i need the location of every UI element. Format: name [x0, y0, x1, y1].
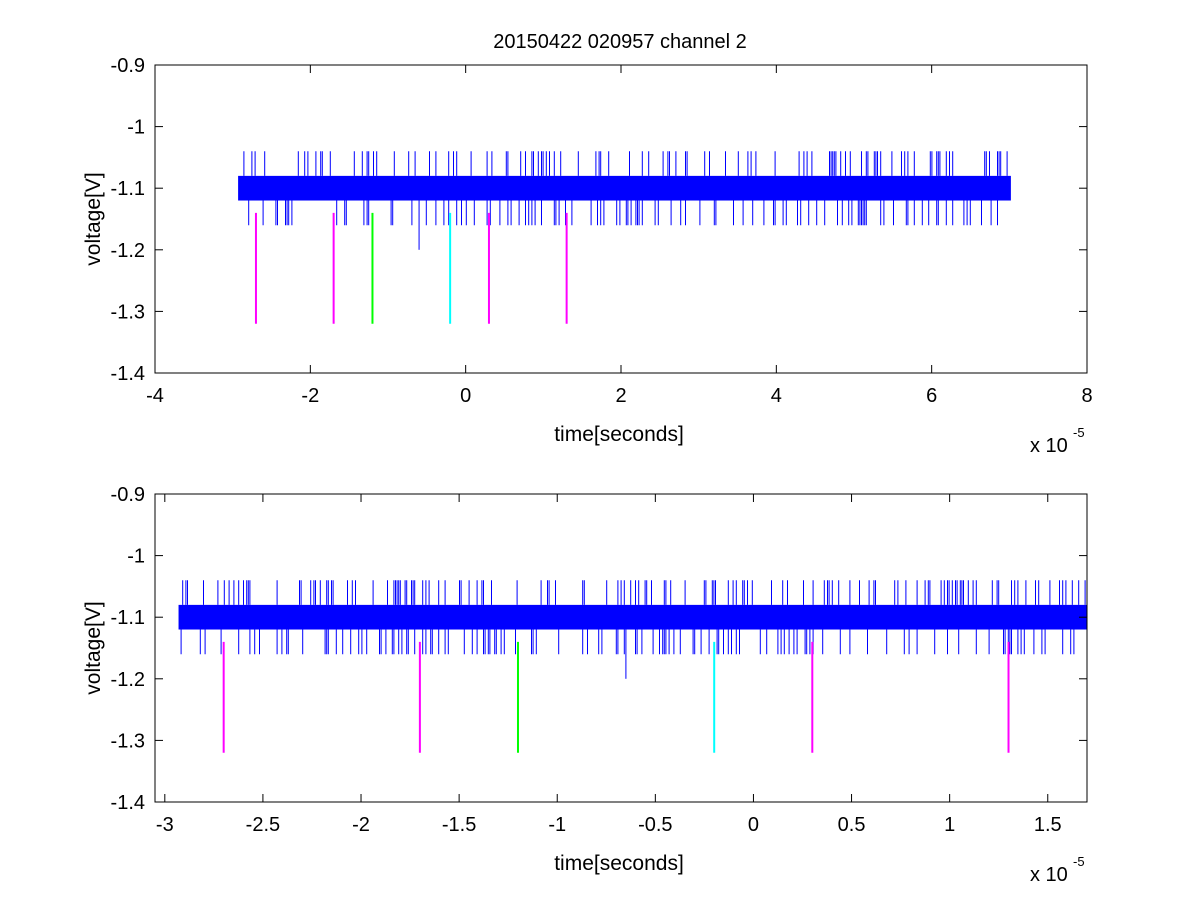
- y-tick-label: -1.4: [111, 363, 145, 385]
- y-tick-label: -1.3: [111, 730, 145, 752]
- x-tick-label: -2.5: [246, 814, 280, 836]
- x-multiplier-exponent: -5: [1073, 425, 1085, 440]
- bottom-axes: -3 -2.5 -2 -1.5 -1 -0.5 0 0.5 1 1.5 -1.4 -1.3 -1.2 -1…: [82, 484, 1088, 886]
- x-tick-label: -1: [548, 814, 566, 836]
- x-tick-label: -2: [301, 385, 319, 407]
- x-tick-label: -1.5: [442, 814, 476, 836]
- x-axis-label: time[seconds]: [554, 852, 684, 875]
- x-tick-label: 8: [1081, 385, 1092, 407]
- signal-band: [238, 175, 1011, 201]
- y-tick-label: -1.3: [111, 301, 145, 323]
- y-tick-label: -1: [127, 546, 145, 568]
- y-tick-label: -1.2: [111, 669, 145, 691]
- signal-spikes: [180, 580, 1086, 655]
- x-tick-label: 1: [944, 814, 955, 836]
- y-axis-label: voltage[V]: [82, 172, 105, 265]
- x-tick-label: 1.5: [1034, 814, 1062, 836]
- x-tick-label: 4: [771, 385, 782, 407]
- x-tick-label: -0.5: [638, 814, 672, 836]
- x-tick-label: 0: [460, 385, 471, 407]
- x-tick-label: -3: [156, 814, 174, 836]
- x-tick-label: -2: [352, 814, 370, 836]
- y-axis-label: voltage[V]: [82, 601, 105, 694]
- signal-spikes: [243, 151, 1008, 226]
- figure-title: 20150422 020957 channel 2: [493, 31, 747, 53]
- axes-box: [154, 493, 1088, 803]
- y-tick-label: -0.9: [111, 55, 145, 77]
- x-tick-label: 2: [615, 385, 626, 407]
- x-multiplier: x 10: [1030, 435, 1068, 457]
- y-tick-label: -1.1: [111, 607, 145, 629]
- y-tick-label: -1.4: [111, 792, 145, 814]
- y-tick-label: -1.2: [111, 240, 145, 262]
- x-tick-label: -4: [146, 385, 164, 407]
- y-tick-label: -1: [127, 117, 145, 139]
- x-tick-label: 0.5: [838, 814, 866, 836]
- x-multiplier-exponent: -5: [1073, 854, 1085, 869]
- top-axes: -4 -2 0 2 4 6 8 -1.4 -1.3 -1.2 -1.1 -1 -0.9 time[seco…: [82, 55, 1093, 457]
- x-multiplier: x 10: [1030, 864, 1068, 886]
- y-tick-label: -0.9: [111, 484, 145, 506]
- y-tick-label: -1.1: [111, 178, 145, 200]
- x-axis-label: time[seconds]: [554, 423, 684, 446]
- x-tick-label: 0: [748, 814, 759, 836]
- signal-band: [178, 604, 1087, 630]
- x-tick-label: 6: [926, 385, 937, 407]
